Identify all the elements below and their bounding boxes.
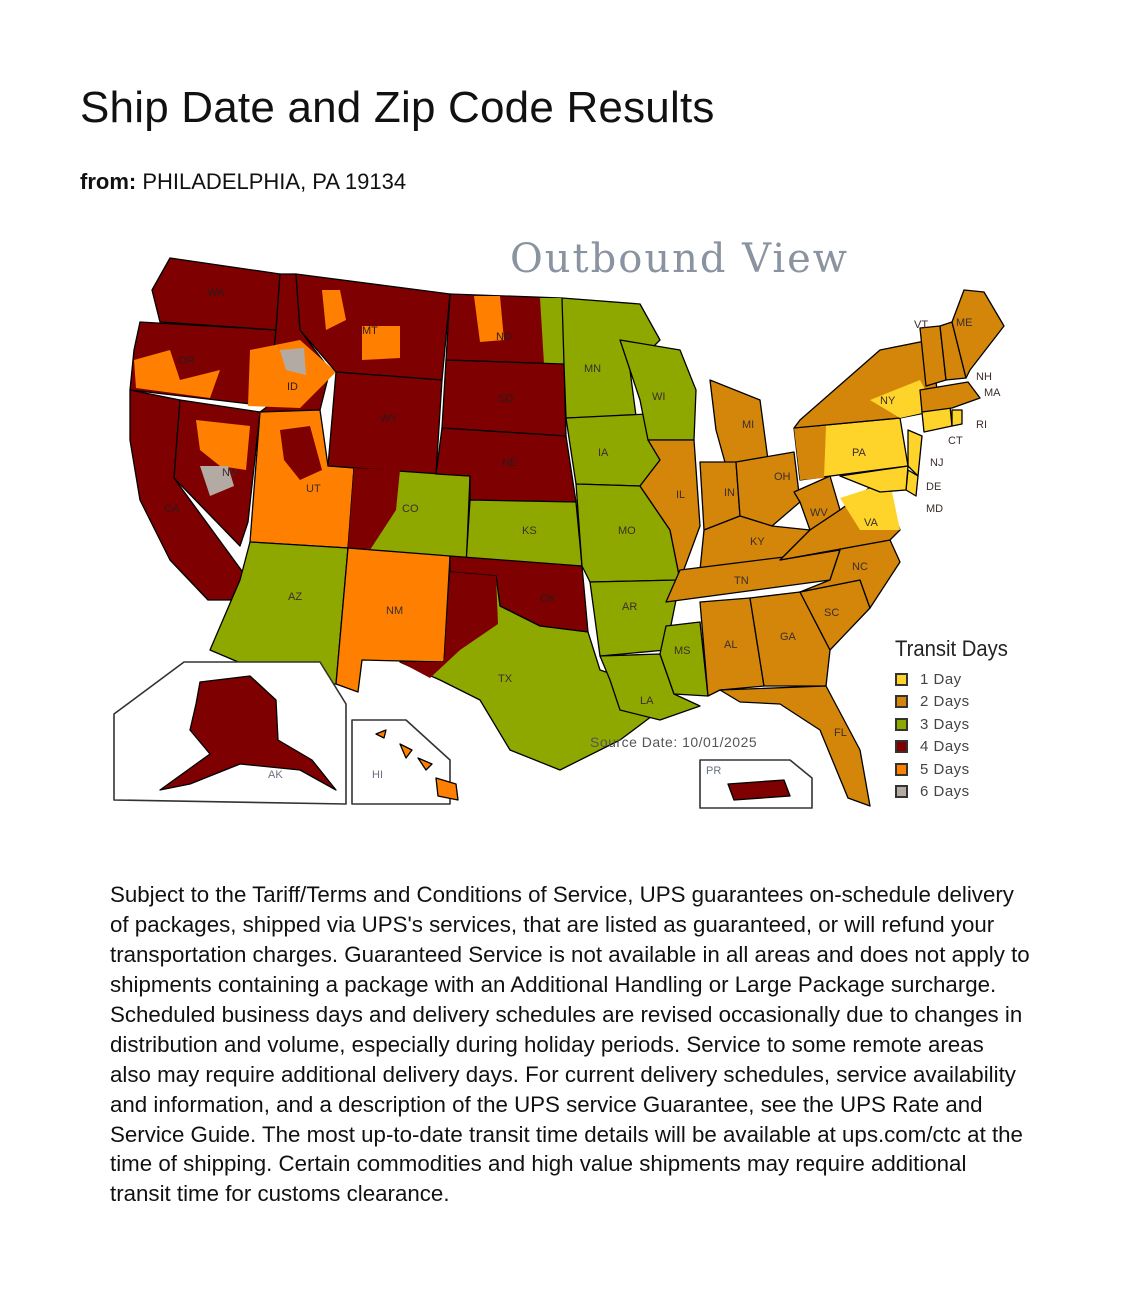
label-RI: RI — [976, 419, 987, 431]
legend-title: Transit Days — [895, 636, 1008, 661]
label-MS: MS — [674, 645, 691, 657]
label-AZ: AZ — [288, 591, 302, 603]
label-VA: VA — [864, 517, 879, 529]
origin-label: from: — [80, 169, 137, 194]
label-WV: WV — [810, 507, 828, 519]
origin-line: from: PHILADELPHIA, PA 19134 — [80, 168, 406, 196]
state-OH — [735, 451, 801, 527]
legend-item-1-day: 1 Day — [895, 668, 1045, 691]
legend-label: 6 Days — [920, 783, 970, 801]
legend-swatch-icon — [895, 785, 908, 799]
state-MA — [919, 381, 981, 413]
label-GA: GA — [780, 631, 797, 643]
label-IA: IA — [598, 447, 609, 459]
page-title: Ship Date and Zip Code Results — [80, 83, 715, 132]
state-FL — [719, 685, 871, 807]
legend-label: 2 Days — [920, 693, 970, 711]
state-AL — [699, 597, 765, 697]
label-AL: AL — [724, 639, 737, 651]
label-SD: SD — [498, 393, 513, 405]
label-OR: OR — [178, 355, 195, 367]
state-MI — [709, 379, 769, 467]
origin-value: PHILADELPHIA, PA 19134 — [142, 169, 407, 194]
label-HI: HI — [372, 769, 383, 781]
state-ME — [951, 289, 1005, 379]
label-NV: NV — [222, 467, 238, 479]
map-title: Outbound View — [510, 236, 850, 282]
label-ID: ID — [287, 381, 298, 393]
label-MT: MT — [362, 325, 378, 337]
label-FL: FL — [834, 727, 847, 739]
label-NH: NH — [976, 371, 992, 383]
legend-swatch-icon — [895, 695, 908, 709]
legend-swatch-icon — [895, 672, 908, 686]
legend-item-4-days: 4 Days — [895, 736, 1045, 759]
label-MI: MI — [742, 419, 754, 431]
label-NC: NC — [852, 561, 868, 573]
label-NE: NE — [502, 457, 517, 469]
legend-swatch-icon — [895, 717, 908, 731]
state-IL — [639, 439, 701, 581]
legend-item-3-days: 3 Days — [895, 713, 1045, 736]
label-CT: CT — [948, 435, 963, 447]
source-date: Source Date: 10/01/2025 — [590, 734, 758, 750]
label-LA: LA — [640, 695, 654, 707]
transit-days-legend: Transit Days 1 Day 2 Days 3 Days 4 Days … — [895, 636, 1045, 803]
state-MN — [561, 297, 661, 419]
label-WI: WI — [652, 391, 665, 403]
label-OK: OK — [540, 593, 557, 605]
state-GA — [749, 591, 831, 687]
transit-map: WA OR CA NV ID MT WY UT CO AZ NM ND SD N… — [100, 230, 1040, 820]
label-KS: KS — [522, 525, 537, 537]
label-IL: IL — [676, 489, 685, 501]
legend-swatch-icon — [895, 740, 908, 754]
label-UT: UT — [306, 483, 321, 495]
hawaii-inset-frame — [351, 719, 451, 805]
label-PR: PR — [706, 765, 721, 777]
label-NY: NY — [880, 395, 896, 407]
label-TN: TN — [734, 575, 749, 587]
legend-item-2-days: 2 Days — [895, 691, 1045, 714]
legend-item-5-days: 5 Days — [895, 758, 1045, 781]
state-NC — [779, 539, 901, 609]
state-MS — [659, 621, 709, 697]
state-NJ — [907, 429, 923, 477]
legend-item-6-days: 6 Days — [895, 781, 1045, 804]
label-CO: CO — [402, 503, 419, 515]
label-ND: ND — [496, 331, 512, 343]
label-KY: KY — [750, 536, 765, 548]
label-ME: ME — [956, 317, 973, 329]
label-IN: IN — [724, 487, 735, 499]
legend-swatch-icon — [895, 762, 908, 776]
label-MA: MA — [984, 387, 1001, 399]
state-MD — [839, 465, 909, 493]
label-NJ: NJ — [930, 457, 943, 469]
service-guarantee-disclaimer: Subject to the Tariff/Terms and Conditio… — [110, 882, 1030, 1207]
legend-label: 5 Days — [920, 760, 970, 778]
label-NM: NM — [386, 605, 403, 617]
label-TX: TX — [498, 673, 513, 685]
state-RI — [951, 409, 963, 427]
label-WA: WA — [207, 287, 225, 299]
legend-label: 3 Days — [920, 715, 970, 733]
label-VT: VT — [914, 319, 928, 331]
state-PR — [727, 779, 791, 801]
label-MO: MO — [618, 525, 636, 537]
legend-label: 4 Days — [920, 738, 970, 756]
legend-label: 1 Day — [920, 670, 962, 688]
label-CA: CA — [164, 503, 180, 515]
label-PA: PA — [852, 447, 867, 459]
state-AK — [159, 675, 337, 791]
state-HI — [375, 729, 459, 801]
label-WY: WY — [380, 413, 398, 425]
label-AR: AR — [622, 601, 637, 613]
us-transit-map-svg: WA OR CA NV ID MT WY UT CO AZ NM ND SD N… — [113, 257, 1005, 809]
label-MN: MN — [584, 363, 601, 375]
label-OH: OH — [774, 471, 791, 483]
label-SC: SC — [824, 607, 839, 619]
label-MD: MD — [926, 503, 943, 515]
label-DE: DE — [926, 481, 941, 493]
label-AK: AK — [268, 769, 283, 781]
